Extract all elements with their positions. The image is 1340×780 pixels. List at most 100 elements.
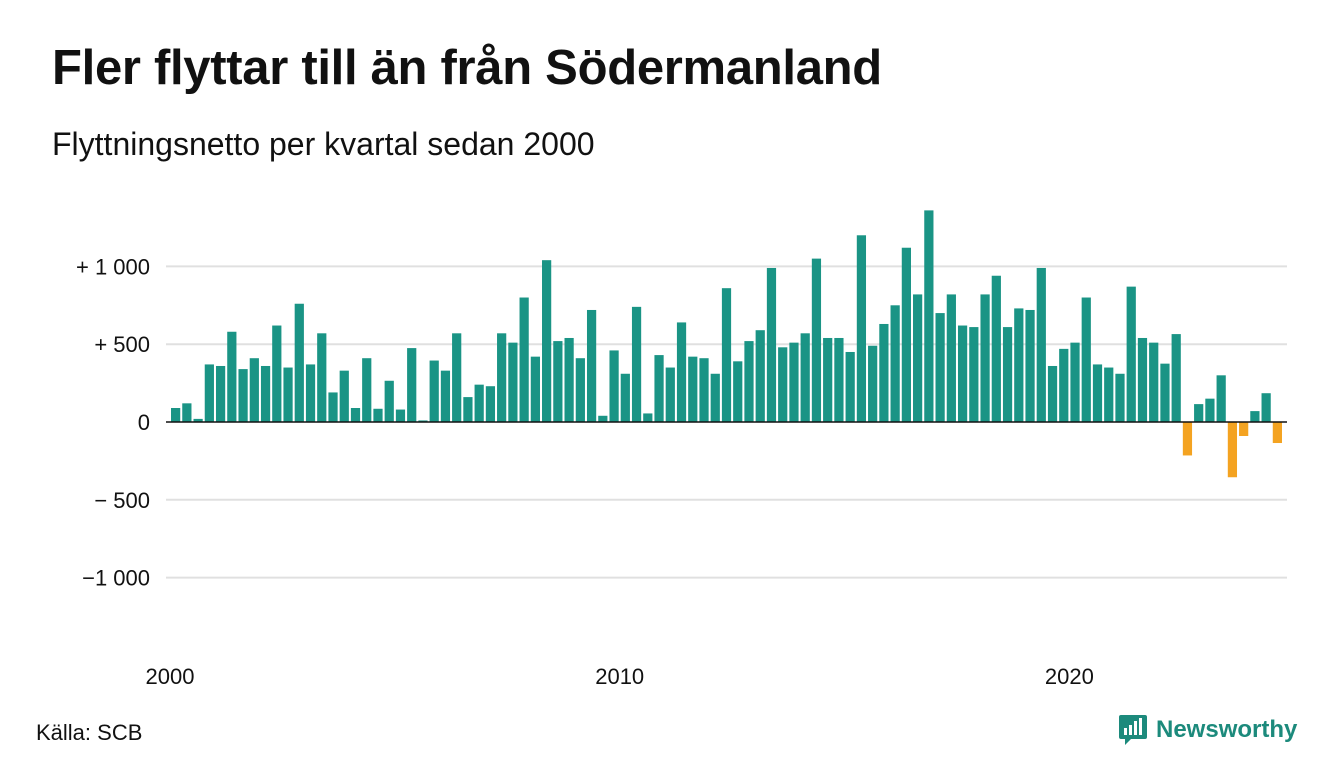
bar <box>620 373 630 422</box>
bar <box>1002 327 1013 422</box>
bar <box>890 305 900 422</box>
bar <box>631 306 642 422</box>
bar <box>1070 342 1080 422</box>
gridlines <box>166 265 1287 579</box>
bar <box>868 345 878 422</box>
bar <box>879 323 889 422</box>
bar <box>485 386 496 422</box>
bar <box>463 397 473 422</box>
brand-name: Newsworthy <box>1156 716 1298 743</box>
bar <box>1149 342 1159 422</box>
axes: + 1 000 + 500 0 − 500 −1 000 2000 2010 2020 <box>76 254 1287 689</box>
bar <box>665 367 675 422</box>
bar <box>283 367 293 422</box>
bar <box>800 333 810 422</box>
bar <box>845 351 855 422</box>
bar <box>924 210 934 422</box>
bar-chart: + 1 000 + 500 0 − 500 −1 000 2000 2010 2020 <box>76 210 1287 689</box>
bar <box>1171 334 1181 422</box>
brand-logo[interactable]: Newsworthy <box>1118 712 1297 748</box>
x-tick-label: 2020 <box>1045 664 1094 689</box>
bar <box>1047 365 1058 422</box>
bar <box>913 294 923 422</box>
bar <box>1036 267 1046 422</box>
bar <box>699 358 709 422</box>
bar <box>1059 348 1069 422</box>
bar <box>733 361 743 422</box>
bar <box>272 325 282 422</box>
bar <box>1205 398 1215 422</box>
y-tick-label: + 1 000 <box>76 254 150 279</box>
bar <box>519 297 529 422</box>
bar <box>350 408 361 422</box>
bar <box>215 365 226 422</box>
y-tick-label: + 500 <box>94 332 150 357</box>
bar <box>564 337 574 422</box>
bar <box>1227 422 1238 478</box>
bar <box>766 267 777 422</box>
bar <box>1025 309 1035 422</box>
bar <box>1081 297 1091 422</box>
bar <box>260 365 271 422</box>
bar <box>328 392 338 422</box>
bar <box>1092 364 1103 422</box>
y-tick-label: − 500 <box>94 488 150 513</box>
bar <box>789 342 799 422</box>
bar <box>957 325 968 422</box>
bar <box>856 235 867 422</box>
chart-title: Fler flyttar till än från Södermanland <box>52 41 882 95</box>
bar <box>1126 286 1136 422</box>
bar <box>249 358 259 422</box>
bar <box>305 364 316 422</box>
bar <box>294 303 304 422</box>
bar <box>1115 373 1125 422</box>
bar <box>429 360 439 422</box>
bar <box>317 333 327 422</box>
bar <box>1239 422 1249 436</box>
bar <box>452 333 462 422</box>
bar <box>609 350 619 422</box>
bar <box>811 258 822 422</box>
bar <box>901 247 911 422</box>
x-tick-label: 2010 <box>595 664 644 689</box>
bar <box>654 355 664 422</box>
bar <box>553 341 563 422</box>
bar <box>193 418 203 422</box>
bar <box>946 294 956 422</box>
bar <box>508 342 518 422</box>
bar <box>395 409 406 422</box>
bar <box>339 370 349 422</box>
bar <box>171 408 181 422</box>
bar <box>586 309 597 422</box>
bar <box>1137 337 1148 422</box>
bar <box>530 356 540 422</box>
bar <box>204 364 214 422</box>
bar <box>1194 404 1204 422</box>
bar <box>1261 393 1271 422</box>
bar <box>227 331 237 422</box>
bar <box>1160 363 1170 422</box>
bar <box>935 313 945 422</box>
bar <box>991 275 1001 422</box>
bar <box>440 370 451 422</box>
bar <box>542 260 552 422</box>
bar <box>373 408 383 422</box>
bar <box>1216 375 1226 422</box>
bar <box>497 333 507 422</box>
bar <box>688 356 698 422</box>
y-tick-label: −1 000 <box>82 566 150 591</box>
bar <box>710 373 720 422</box>
bar <box>778 347 788 422</box>
bar <box>755 330 765 422</box>
bar <box>1104 367 1114 422</box>
y-tick-label: 0 <box>138 410 150 435</box>
bar <box>721 288 732 422</box>
bar <box>676 322 687 422</box>
bar <box>182 403 192 422</box>
bar <box>823 337 833 422</box>
bar <box>834 337 844 422</box>
bar <box>1182 422 1193 456</box>
bar <box>1014 308 1024 422</box>
x-tick-label: 2000 <box>146 664 195 689</box>
newsworthy-logo-icon <box>1119 715 1147 745</box>
